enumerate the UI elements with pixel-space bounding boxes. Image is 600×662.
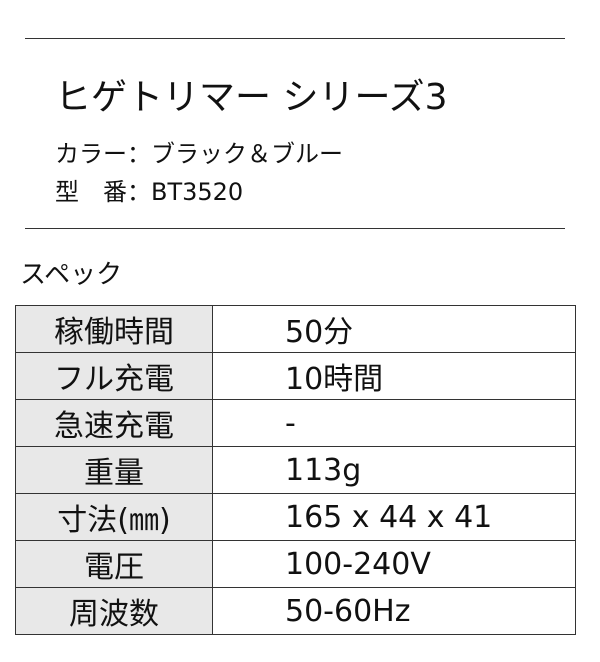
spec-label: 重量 xyxy=(15,446,213,494)
table-row: 周波数 50-60Hz xyxy=(15,587,576,635)
spec-value: - xyxy=(212,399,576,447)
spec-label: 電圧 xyxy=(15,540,213,588)
spec-label: 急速充電 xyxy=(15,399,213,447)
spec-label: 周波数 xyxy=(15,587,213,635)
model-info: 型 番：BT3520 xyxy=(55,178,244,206)
table-row: 電圧 100-240V xyxy=(15,540,576,588)
spec-value: 165 x 44 x 41 xyxy=(212,493,576,541)
spec-value: 113g xyxy=(212,446,576,494)
spec-label: フル充電 xyxy=(15,352,213,400)
top-divider xyxy=(25,38,565,39)
product-title: ヒゲトリマー シリーズ3 xyxy=(55,77,448,118)
table-row: 寸法(㎜) 165 x 44 x 41 xyxy=(15,493,576,541)
spec-table: 稼働時間 50分 フル充電 10時間 急速充電 - 重量 113g 寸法(㎜) 165 x 44 … xyxy=(15,305,576,635)
spec-heading: スペック xyxy=(20,260,123,290)
table-row: フル充電 10時間 xyxy=(15,352,576,400)
spec-value: 50分 xyxy=(212,305,576,353)
table-row: 急速充電 - xyxy=(15,399,576,447)
spec-label: 寸法(㎜) xyxy=(15,493,213,541)
table-row: 稼働時間 50分 xyxy=(15,305,576,353)
spec-value: 10時間 xyxy=(212,352,576,400)
spec-value: 50-60Hz xyxy=(212,587,576,635)
spec-label: 稼働時間 xyxy=(15,305,213,353)
spec-value: 100-240V xyxy=(212,540,576,588)
color-info: カラー：ブラック＆ブルー xyxy=(55,140,343,168)
table-row: 重量 113g xyxy=(15,446,576,494)
middle-divider xyxy=(25,228,565,229)
